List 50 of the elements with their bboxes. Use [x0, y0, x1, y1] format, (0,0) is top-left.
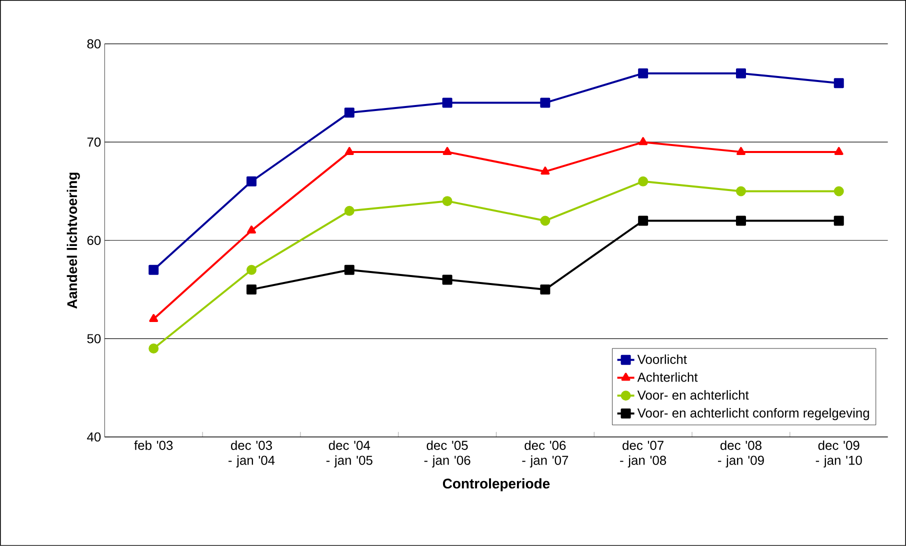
- point: [149, 314, 158, 322]
- point: [442, 146, 452, 155]
- x-tick-label: feb '03: [134, 440, 173, 450]
- x-tick-label: dec '03 - jan '04: [228, 440, 275, 468]
- x-tick-label: dec '04 - jan '05: [326, 440, 372, 468]
- y-tick-label: 40: [87, 432, 101, 442]
- point: [442, 98, 452, 108]
- point: [638, 137, 648, 146]
- point: [540, 284, 550, 295]
- x-tick-label: dec '08 - jan '09: [718, 440, 764, 468]
- point: [638, 176, 648, 186]
- y-tick-label: 80: [87, 39, 101, 48]
- x-axis-title: Controleperiode: [442, 478, 550, 492]
- point: [246, 176, 256, 186]
- point: [442, 274, 452, 285]
- point: [736, 186, 746, 196]
- point: [344, 264, 354, 275]
- point: [344, 108, 354, 118]
- legend-label: Voorlicht: [637, 354, 687, 364]
- point: [834, 146, 844, 155]
- x-tick-label: dec '06 - jan '07: [522, 440, 568, 468]
- y-tick-label: 60: [87, 236, 101, 246]
- y-tick-label: 50: [87, 334, 101, 344]
- legend-label: Achterlicht: [637, 372, 698, 382]
- x-tick-label: dec '05 - jan '06: [424, 440, 470, 468]
- point: [442, 196, 452, 206]
- point: [540, 166, 550, 175]
- y-tick-label: 70: [87, 138, 101, 147]
- point: [344, 146, 354, 155]
- point: [736, 68, 746, 78]
- point: [834, 216, 844, 226]
- point: [540, 98, 550, 108]
- point: [246, 264, 256, 275]
- y-axis-title: Aandeel lichtvoering: [66, 172, 80, 309]
- point: [247, 226, 256, 234]
- legend-label: Voor- en achterlicht: [637, 390, 749, 400]
- point: [540, 216, 550, 226]
- point: [148, 264, 159, 275]
- point: [246, 284, 256, 295]
- point: [736, 146, 746, 155]
- point: [638, 216, 648, 226]
- x-tick-label: dec '07 - jan '08: [620, 440, 666, 468]
- legend-label: Voor- en achterlicht conform regelgeving: [637, 408, 870, 420]
- x-tick-label: dec '09 - jan '10: [816, 440, 862, 468]
- point: [834, 186, 844, 196]
- point: [638, 68, 648, 78]
- point: [148, 344, 159, 354]
- point: [344, 206, 354, 216]
- point: [834, 78, 844, 88]
- point: [736, 216, 746, 226]
